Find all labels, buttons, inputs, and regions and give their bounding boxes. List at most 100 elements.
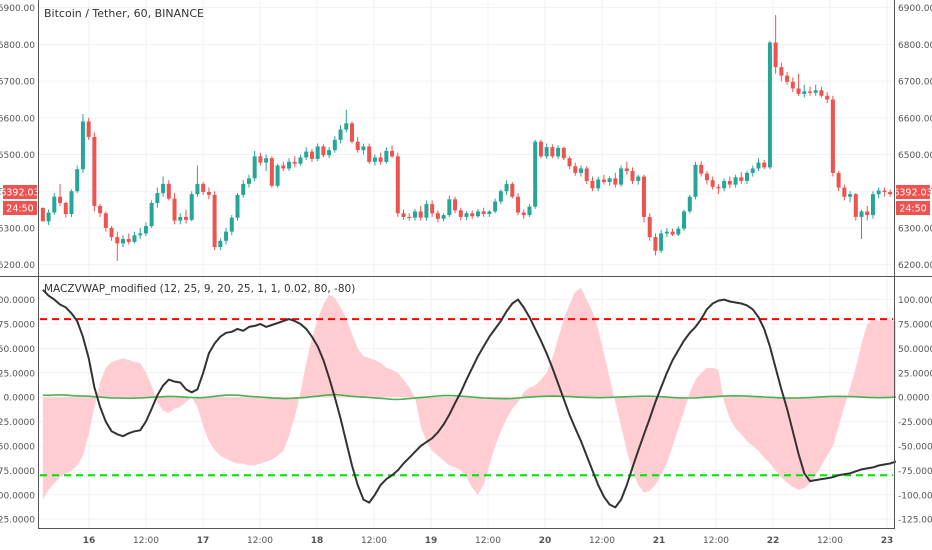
candle	[636, 174, 641, 185]
candle	[189, 191, 194, 222]
indicator-tick-label: 75.0000	[898, 320, 932, 330]
candle	[870, 191, 875, 219]
indicator-tick-label: 0.0000	[898, 394, 930, 404]
price-tick-label: 6700.00	[898, 78, 932, 88]
candle	[143, 222, 148, 237]
candle	[802, 84, 807, 98]
candle	[739, 172, 744, 184]
candle-body	[825, 95, 830, 100]
candle	[218, 238, 223, 250]
candle-body	[773, 42, 778, 68]
candle	[69, 189, 74, 217]
candle	[86, 117, 91, 140]
time-tick-label: 12:00	[247, 536, 273, 546]
candle	[762, 160, 767, 170]
candle	[258, 152, 263, 166]
candle	[830, 95, 835, 177]
time-tick-label: 21	[653, 536, 666, 546]
indicator-tick-label: -50.0000	[0, 442, 35, 452]
candle-body	[790, 81, 795, 89]
candle	[533, 139, 538, 209]
candle	[693, 161, 698, 200]
candle-body	[676, 228, 681, 235]
candle	[722, 178, 727, 192]
candle-body	[561, 147, 566, 159]
candle-body	[355, 141, 360, 151]
candle	[556, 145, 561, 159]
indicator-axis-right[interactable]: -125.0000 -100.0000 -75.0000 -50.0000 -25.00…	[898, 296, 932, 526]
candle	[659, 229, 664, 253]
candle	[836, 171, 841, 192]
candle	[785, 71, 790, 85]
candle-body	[132, 235, 137, 242]
indicator-tick-label: -75.0000	[0, 467, 35, 477]
candle-body	[378, 157, 383, 162]
candle-body	[126, 238, 131, 242]
candle	[315, 143, 320, 162]
time-tick-label: 12:00	[361, 536, 387, 546]
indicator-axis-left[interactable]: -125.0000 -100.0000 -75.0000 -50.0000 -25.00…	[0, 296, 35, 526]
indicator-title: MACZVWAP_modified (12, 25, 9, 20, 25, 1,…	[44, 283, 355, 295]
time-tick-label: 19	[425, 536, 438, 546]
time-tick-label: 17	[197, 536, 210, 546]
candle-body	[103, 213, 108, 228]
indicator-pane[interactable]: MACZVWAP_modified (12, 25, 9, 20, 25, 1,…	[0, 279, 932, 528]
candle	[103, 211, 108, 232]
price-axis-left[interactable]: 6200.006300.006400.006500.006600.006700.…	[0, 4, 35, 271]
candle-body	[287, 161, 292, 169]
candle-body	[109, 227, 114, 238]
candle	[504, 180, 509, 195]
candle	[516, 193, 521, 216]
time-axis[interactable]: 16 12:00 17 12:00 18 12:00 19 12:00 20 12:00 21 12:…	[83, 536, 932, 546]
candle	[819, 86, 824, 98]
candle-body	[292, 161, 297, 164]
candle-body	[315, 146, 320, 159]
candle-body	[796, 88, 801, 94]
candle-body	[802, 91, 807, 94]
price-pane[interactable]: Bitcoin / Tether, 60, BINANCE 6200.00 630…	[0, 0, 932, 276]
candle	[521, 209, 526, 219]
candle	[183, 209, 188, 224]
candle-body	[596, 179, 601, 189]
candle-body	[762, 162, 767, 168]
candle	[882, 187, 887, 197]
candle-body	[848, 194, 853, 197]
countdown-badge-right: 24:50	[896, 201, 930, 215]
candle-body	[550, 147, 555, 157]
candle-body	[367, 146, 372, 162]
indicator-tick-label: 0.0000	[4, 394, 36, 404]
candle	[619, 165, 624, 187]
candle-body	[882, 190, 887, 192]
candle	[309, 149, 314, 162]
candle-body	[722, 180, 727, 189]
candle	[349, 121, 355, 144]
price-tick-label: 6600.00	[0, 114, 35, 124]
price-tick-label: 6600.00	[898, 114, 932, 124]
candle	[498, 189, 503, 205]
candle	[601, 174, 606, 185]
candle	[779, 62, 784, 82]
candle	[287, 158, 292, 172]
candle-body	[470, 213, 475, 217]
candle	[682, 209, 687, 231]
indicator-tick-label: -125.0000	[0, 516, 35, 526]
last-price-right: 6392.03	[893, 188, 932, 199]
price-tick-label: 6700.00	[0, 78, 35, 88]
candle	[630, 167, 635, 184]
candle-body	[888, 191, 893, 195]
candle	[704, 171, 709, 185]
candle-body	[785, 75, 790, 82]
candle	[538, 139, 543, 159]
price-tick-label: 6500.00	[0, 151, 35, 161]
candle	[252, 150, 257, 181]
candle	[876, 187, 881, 199]
price-axis-right[interactable]: 6200.006300.006400.006500.006600.006700.…	[898, 4, 932, 271]
candle	[75, 165, 80, 194]
candle-body	[475, 211, 480, 217]
candlestick-series	[40, 15, 893, 261]
candle-body	[556, 147, 561, 157]
indicator-tick-label: 50.0000	[0, 345, 35, 355]
candle-body	[384, 150, 389, 162]
price-tick-label: 6900.00	[898, 4, 932, 14]
